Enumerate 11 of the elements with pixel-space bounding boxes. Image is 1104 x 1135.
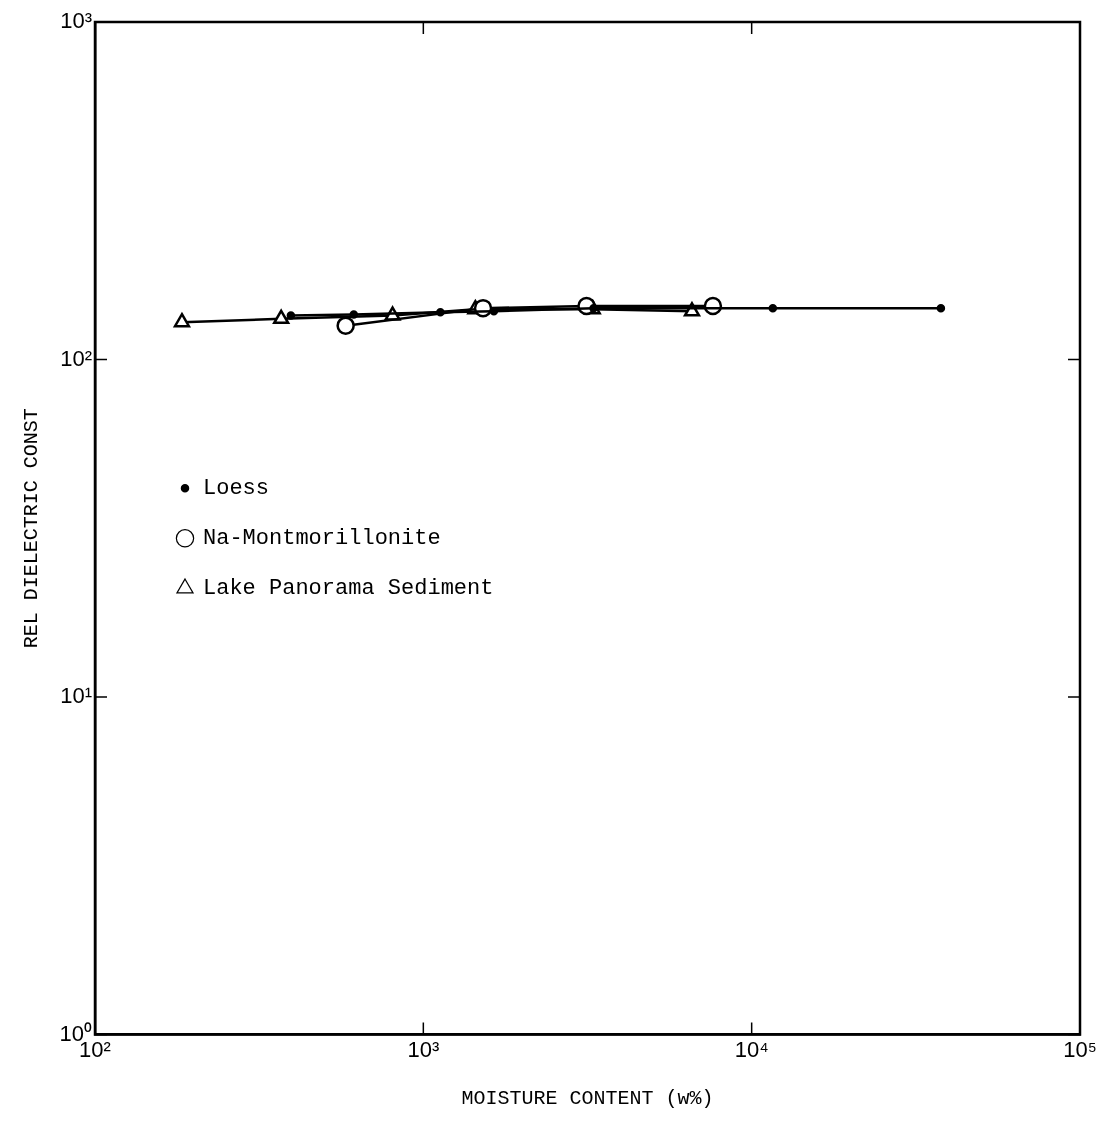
y-tick-label: 10¹ [60,683,92,709]
x-tick-label: 10⁵ [1063,1036,1097,1062]
y-tick-label: 10² [60,345,92,371]
y-axis-title: REL DIELECTRIC CONST [20,408,44,649]
x-axis-title: MOISTURE CONTENT (w%) [461,1087,714,1111]
x-tick-label: 10⁴ [734,1036,769,1062]
y-tick-label: 10³ [60,8,92,34]
legend-label: Loess [203,476,270,502]
x-tick-label: 10³ [407,1036,440,1062]
legend-label: Lake Panorama Sediment [203,576,494,602]
legend-label: Na-Montmorillonite [203,526,441,552]
